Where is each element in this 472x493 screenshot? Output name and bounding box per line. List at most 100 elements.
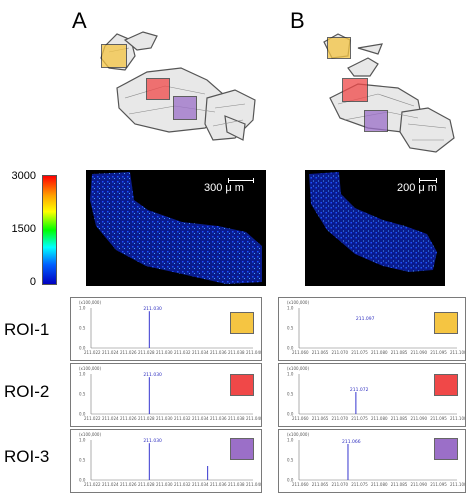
colorbar-mid-label: 1500 [11,223,36,235]
intensity-colorbar [42,175,57,285]
spectrum-x-tick: 211.028 [138,482,155,487]
spectrum-y-tick: 0.5 [287,326,294,331]
spectrum-x-tick: 211.038 [228,482,245,487]
spectrum-y-tick: 1.0 [79,372,86,377]
spectrum-y-tick: 0.0 [79,346,86,351]
ms-image-b [305,170,445,286]
spectrum-peak-label: 211.066 [342,439,361,445]
spectrum-x-tick: 211.080 [371,350,388,355]
roi-2-label: ROI-2 [4,382,50,401]
scale-bar-b [419,178,437,183]
spectrum-y-tick: 0.5 [79,392,86,397]
spectrum-x-tick: 211.090 [411,482,428,487]
colorbar-min-label: 0 [29,276,36,288]
spectrum-header: (x100,000) [287,366,309,371]
spectrum-x-tick: 211.034 [192,416,209,421]
spectrum-y-tick: 1.0 [79,438,86,443]
spectrum-x-tick: 211.070 [332,350,349,355]
spectrum-x-tick: 211.028 [138,416,155,421]
spectrum-x-tick: 211.040 [246,482,261,487]
spectrum-y-tick: 0.0 [287,412,294,417]
spectrum-x-tick: 211.080 [371,482,388,487]
ms-image-a-tissue [90,172,262,284]
roi-1-label: ROI-1 [4,320,50,339]
spectrum-y-tick: 1.0 [287,438,294,443]
spectrum-x-tick: 211.060 [292,482,309,487]
spectrum-x-tick: 211.080 [371,416,388,421]
spectrum-x-tick: 211.034 [192,482,209,487]
spectrum-x-tick: 211.065 [312,482,329,487]
spectrum-x-tick: 211.022 [84,416,101,421]
spectrum-x-tick: 211.024 [102,482,119,487]
spectrum-y-tick: 0.5 [79,458,86,463]
spectrum-x-tick: 211.036 [210,350,227,355]
spectrum-header: (x100,000) [79,366,101,371]
spectrum-header: (x100,000) [287,300,309,305]
spectrum-y-tick: 0.0 [79,478,86,483]
spectrum-x-tick: 211.060 [292,416,309,421]
roi-1-swatch-b [434,312,458,334]
spectrum-x-tick: 211.026 [120,416,137,421]
spectrum-x-tick: 211.075 [351,416,368,421]
spectrum-x-tick: 211.065 [312,416,329,421]
spectrum-x-tick: 211.024 [102,350,119,355]
scale-label-b: 200 μ m [397,182,437,194]
spectrum-y-tick: 0.0 [287,346,294,351]
spectrum-x-tick: 211.100 [450,350,465,355]
roi-3-swatch-b [434,438,458,460]
spectrum-x-tick: 211.095 [430,482,447,487]
roi-2-swatch-b [434,374,458,396]
spectrum-x-tick: 211.032 [174,416,191,421]
scale-label-a: 300 μ m [204,182,244,194]
spectrum-peak-label: 211.030 [143,372,162,378]
spectrum-peak-label: 211.072 [350,387,369,393]
spectrum-y-tick: 0.0 [287,478,294,483]
spectrum-x-tick: 211.070 [332,482,349,487]
spectrum-x-tick: 211.090 [411,416,428,421]
spectrum-x-tick: 211.022 [84,350,101,355]
spectrum-x-tick: 211.032 [174,482,191,487]
roi-3-label: ROI-3 [4,447,50,466]
spectrum-x-tick: 211.100 [450,416,465,421]
spectrum-x-tick: 211.038 [228,350,245,355]
spectrum-x-tick: 211.024 [102,416,119,421]
spectrum-x-tick: 211.090 [411,350,428,355]
roi-2-box-b [342,78,368,102]
spectrum-x-tick: 211.038 [228,416,245,421]
roi-2-swatch-a [230,374,254,396]
roi-1-swatch-a [230,312,254,334]
spectrum-header: (x100,000) [79,300,101,305]
ms-image-a [86,170,266,286]
spectrum-x-tick: 211.030 [156,350,173,355]
roi-3-box-a [173,96,197,120]
spectrum-header: (x100,000) [287,432,309,437]
spectrum-y-tick: 1.0 [287,306,294,311]
roi-3-box-b [364,110,388,132]
spectrum-y-tick: 0.5 [79,326,86,331]
spectrum-y-tick: 1.0 [79,306,86,311]
ms-image-b-tissue [309,172,437,272]
spectrum-y-tick: 0.5 [287,458,294,463]
spectrum-x-tick: 211.022 [84,482,101,487]
spectrum-peak-label: 211.030 [143,438,162,444]
spectrum-x-tick: 211.026 [120,482,137,487]
spectrum-x-tick: 211.095 [430,350,447,355]
roi-2-box-a [146,78,170,100]
spectrum-x-tick: 211.030 [156,482,173,487]
spectrum-x-tick: 211.060 [292,350,309,355]
spectrum-x-tick: 211.070 [332,416,349,421]
spectrum-peak-label: 211.097 [356,316,375,322]
spectrum-x-tick: 211.030 [156,416,173,421]
spectrum-x-tick: 211.034 [192,350,209,355]
roi-1-box-a [101,44,127,68]
colorbar-max-label: 3000 [11,170,36,182]
spectrum-x-tick: 211.026 [120,350,137,355]
panel-a-letter: A [72,8,87,33]
spectrum-x-tick: 211.040 [246,416,261,421]
spectrum-y-tick: 0.0 [79,412,86,417]
scale-bar-a [228,178,254,183]
spectrum-x-tick: 211.065 [312,350,329,355]
spectrum-x-tick: 211.075 [351,482,368,487]
spectrum-x-tick: 211.028 [138,350,155,355]
roi-3-swatch-a [230,438,254,460]
